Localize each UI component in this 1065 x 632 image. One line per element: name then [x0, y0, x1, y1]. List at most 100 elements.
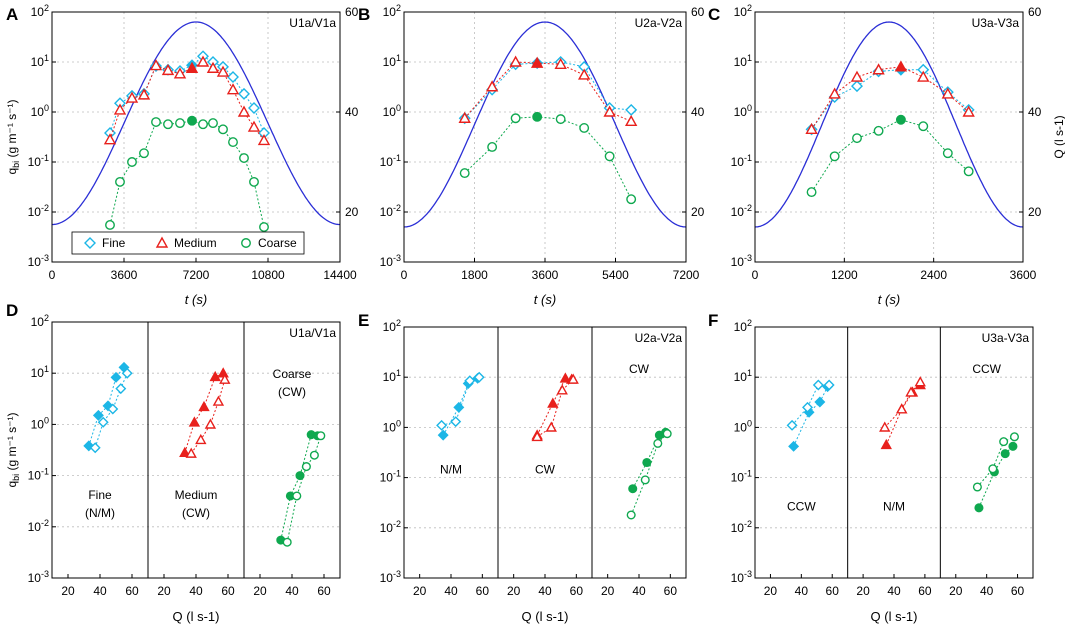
coarse-point: [105, 220, 115, 230]
fine-point: [802, 401, 814, 413]
coarse-point: [918, 121, 929, 132]
medium-point: [894, 60, 908, 72]
fine-point: [788, 440, 800, 452]
coarse-point: [249, 176, 259, 187]
medium-point: [556, 384, 568, 395]
panel-F: 20 40 60 CCW 20 40 60 N/M 20 40 60 CCW 10-3 10-2 10-1 1…: [731, 318, 1034, 624]
medium-point: [257, 133, 271, 146]
panel-letter-A: A: [6, 5, 18, 24]
y2-tick-label: 40: [691, 105, 705, 119]
y-tick-label: 10-2: [28, 518, 49, 534]
coarse-point: [999, 437, 1009, 447]
coarse-point: [1009, 432, 1019, 442]
medium-point: [914, 376, 926, 387]
coarse-point: [806, 187, 817, 198]
medium-point: [216, 65, 230, 77]
y-tick-label: 100: [383, 103, 401, 119]
coarse-point: [218, 124, 228, 135]
rising-limb-line: [793, 386, 829, 447]
panel-D: 20 40 60 Fine (N/M) 20 40 60 Medium (CW) 20 40 60 Coa…: [5, 313, 341, 624]
coarse-point: [187, 115, 197, 126]
coarse-point: [309, 450, 319, 460]
y-tick-label: 10-3: [380, 569, 401, 585]
hysteresis-label: N/M: [440, 463, 462, 477]
y-tick-label: 10-2: [28, 203, 49, 219]
y-tick-label: 10-3: [28, 253, 49, 269]
y-tick-label: 102: [31, 313, 49, 329]
medium-point: [872, 63, 885, 75]
panel-letter-D: D: [6, 301, 18, 320]
coarse-point: [653, 438, 663, 448]
coarse-point: [1008, 441, 1018, 451]
y2-tick-label: 20: [345, 205, 359, 219]
coarse-point: [239, 153, 249, 163]
medium-point: [161, 63, 175, 76]
y-tick-label: 102: [734, 318, 752, 334]
coarse-point: [139, 148, 149, 159]
hysteresis-label: CCW: [787, 500, 816, 514]
medium-point: [103, 133, 117, 145]
medium-point: [559, 372, 572, 383]
falling-limb-line: [94, 373, 128, 448]
panel-C: 0 1200 2400 3600 10-3 10-2 10-1 100 101 102 20 40 60…: [731, 3, 1065, 307]
coarse-point: [259, 222, 269, 233]
fine-point: [121, 367, 133, 379]
y-tick-label: 102: [734, 3, 752, 19]
coarse-point: [208, 118, 218, 129]
fine-point: [473, 371, 485, 383]
x-tick-label: 1800: [461, 268, 488, 282]
subpanel-coarse: 20 40 60 CW: [591, 327, 677, 598]
y-tick-label: 10-1: [380, 153, 401, 169]
x-tick-label: 60: [570, 584, 584, 598]
y-tick-label: 100: [383, 103, 401, 119]
coarse-point: [626, 194, 637, 205]
y-tick-label: 100: [31, 103, 49, 119]
falling-limb-line: [536, 379, 574, 438]
hydrograph-line: [754, 21, 1024, 228]
fine-point: [115, 383, 127, 395]
coarse-point: [163, 119, 173, 130]
fine-point: [812, 379, 824, 391]
fine-point: [450, 416, 462, 428]
x-tick-label: 20: [61, 584, 75, 598]
hysteresis-label: (N/M): [85, 506, 115, 520]
rising-limb-line: [442, 377, 478, 436]
hysteresis-label: N/M: [883, 500, 905, 514]
fine-point: [436, 419, 448, 431]
fine-point: [89, 442, 101, 454]
y-tick-label: 100: [31, 415, 49, 431]
hysteresis-label: (CW): [278, 385, 306, 399]
coarse-point: [487, 141, 498, 152]
subpanel-medium: 20 40 60 CW: [497, 327, 584, 598]
y-tick-label: 101: [31, 53, 49, 69]
coarse-point: [532, 111, 543, 122]
y2-tick-label: 60: [1028, 5, 1042, 19]
y-tick-label: 100: [734, 103, 752, 119]
coarse-point: [829, 151, 840, 162]
subpanel-medium: 20 40 60 N/M: [847, 327, 932, 598]
y-tick-label: 10-1: [28, 467, 49, 483]
legend-label-medium: Medium: [174, 236, 217, 250]
x-axis-label: t (s): [185, 292, 207, 307]
fine-point: [227, 71, 239, 84]
x-tick-label: 40: [285, 584, 299, 598]
fine-point: [437, 429, 449, 441]
x-tick-label: 40: [632, 584, 646, 598]
coarse-point: [175, 118, 185, 129]
y-tick-label: 102: [734, 3, 752, 19]
x-tick-label: 60: [125, 584, 139, 598]
medium-point: [188, 416, 201, 427]
coarse-point: [640, 475, 650, 485]
y-tick-label: 101: [31, 364, 49, 380]
x-tick-label: 60: [317, 584, 331, 598]
y-tick-label: 10-3: [380, 253, 401, 269]
legend-box: [71, 231, 305, 255]
y2-tick-label: 40: [1028, 105, 1042, 119]
y2-tick-label: 60: [345, 5, 359, 19]
y-tick-label: 102: [383, 318, 401, 334]
x-tick-label: 40: [189, 584, 203, 598]
x-tick-label: 7200: [673, 268, 700, 282]
medium-point: [237, 105, 251, 117]
x-tick-label: 1200: [831, 268, 858, 282]
